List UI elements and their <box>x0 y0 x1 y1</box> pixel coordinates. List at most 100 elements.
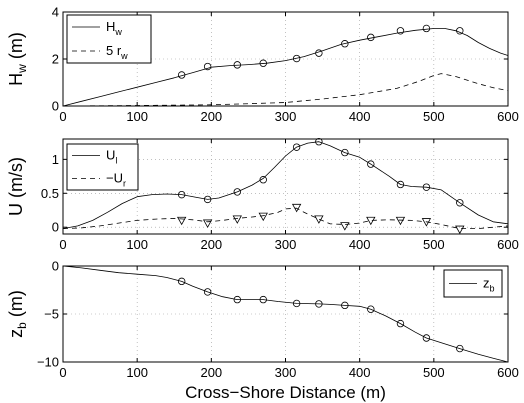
legend-label-0: zb <box>483 276 495 294</box>
data-point-triangle <box>232 215 242 224</box>
data-point-circle <box>367 305 375 313</box>
data-point-circle <box>203 62 212 71</box>
y-tick-label: −10 <box>37 355 59 370</box>
y-axis-label-main: H <box>6 73 26 86</box>
data-point-circle <box>422 24 431 33</box>
y-axis-label-main: z <box>6 329 26 338</box>
legend-label-1: 5 rw <box>106 43 128 61</box>
x-tick-label: 100 <box>126 237 148 252</box>
data-point-circle <box>396 27 405 35</box>
x-tick-label: 400 <box>349 109 371 124</box>
legend-label-1: −Ur <box>106 171 126 189</box>
y-tick-label: −5 <box>44 307 59 322</box>
data-point-triangle <box>176 216 187 226</box>
x-tick-label: 400 <box>349 365 371 380</box>
x-tick-label: 600 <box>497 237 519 252</box>
legend-label-0: Ul <box>106 148 117 166</box>
legend-label-main: z <box>483 276 490 291</box>
x-tick-label: 500 <box>423 237 445 252</box>
data-point-circle <box>315 300 323 308</box>
data-point-circle <box>259 59 267 67</box>
y-tick-label: 4 <box>52 5 59 20</box>
x-tick-label: 200 <box>200 237 222 252</box>
series-line-0 <box>63 141 508 229</box>
x-tick-label: 500 <box>423 109 445 124</box>
legend-label-sub: r <box>123 179 126 189</box>
y-axis-label-main: U (m/s) <box>6 157 26 216</box>
data-point-circle <box>396 180 405 189</box>
series-line-0 <box>63 28 508 106</box>
data-point-circle <box>341 301 349 310</box>
series-line-1 <box>63 207 508 229</box>
data-point-circle <box>233 295 241 304</box>
x-tick-label: 0 <box>59 365 66 380</box>
data-point-circle <box>422 334 431 342</box>
data-point-triangle <box>291 203 302 213</box>
data-point-circle <box>292 299 301 308</box>
data-point-circle <box>456 27 464 35</box>
data-point-circle <box>203 195 212 204</box>
data-point-circle <box>177 190 186 199</box>
x-tick-label: 300 <box>275 237 297 252</box>
data-point-circle <box>315 138 323 146</box>
data-point-circle <box>259 176 267 184</box>
legend-label-sub: b <box>490 284 495 294</box>
x-tick-label: 200 <box>200 365 222 380</box>
data-point-triangle <box>258 212 268 222</box>
data-point-triangle <box>366 216 376 226</box>
data-point-circle <box>292 54 301 63</box>
panel-2: 0 100 200 300 400 500 600 0 0.5 1 U (m/s) Ul −Ur <box>6 138 519 252</box>
legend-label-sub: l <box>115 156 117 166</box>
data-point-triangle <box>314 215 324 224</box>
legend-label-sub: w <box>114 27 122 37</box>
y-tick-label: 0 <box>52 259 59 274</box>
legend-label-0: Hw <box>106 19 122 37</box>
y-axis-label: Hw (m) <box>6 32 29 86</box>
data-point-circle <box>233 188 241 196</box>
data-point-circle <box>456 344 464 353</box>
y-tick-label: 0 <box>52 99 59 114</box>
series-line-0 <box>63 266 508 362</box>
legend: zb <box>443 269 503 298</box>
series-line-1 <box>63 73 508 106</box>
legend: Hw5 rw <box>66 14 152 64</box>
legend-label-sub: w <box>120 51 128 61</box>
y-tick-label: 0 <box>52 220 59 235</box>
y-axis-label-sub: w <box>15 64 29 74</box>
data-point-circle <box>367 33 375 42</box>
legend-label-main: U <box>106 148 115 163</box>
y-axis-label: zb (m) <box>6 290 29 338</box>
data-point-circle <box>259 295 267 304</box>
data-point-triangle <box>421 218 432 227</box>
x-tick-label: 600 <box>497 365 519 380</box>
x-tick-label: 0 <box>59 109 66 124</box>
x-tick-label: 0 <box>59 237 66 252</box>
y-axis-label-unit: (m) <box>6 290 26 322</box>
y-tick-label: 2 <box>52 52 59 67</box>
data-point-circle <box>341 40 349 48</box>
data-point-circle <box>422 183 431 191</box>
legend-label-main: H <box>106 19 115 34</box>
data-point-circle <box>177 277 186 286</box>
legend-box <box>66 14 152 64</box>
data-point-triangle <box>202 219 213 228</box>
legend-label-main: 5 r <box>106 43 122 58</box>
data-point-triangle <box>395 216 406 226</box>
plot-area <box>63 28 508 106</box>
data-point-circle <box>367 160 375 168</box>
legend-label-main: −U <box>106 171 123 186</box>
plot-area <box>63 266 508 362</box>
x-tick-label: 600 <box>497 109 519 124</box>
data-point-circle <box>315 49 323 57</box>
legend: Ul −Ur <box>66 143 139 191</box>
data-point-circle <box>177 71 186 79</box>
x-tick-label: 300 <box>275 365 297 380</box>
legend-box <box>66 143 139 191</box>
y-axis-label: U (m/s) <box>6 157 26 216</box>
x-tick-label: 200 <box>200 109 222 124</box>
data-point-triangle <box>340 222 350 231</box>
data-point-triangle <box>455 225 465 235</box>
y-tick-label: 0.5 <box>41 186 59 201</box>
